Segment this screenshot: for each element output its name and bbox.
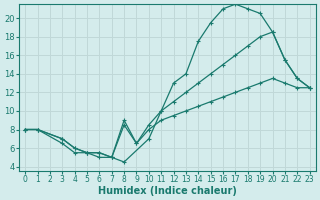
X-axis label: Humidex (Indice chaleur): Humidex (Indice chaleur) [98,186,237,196]
